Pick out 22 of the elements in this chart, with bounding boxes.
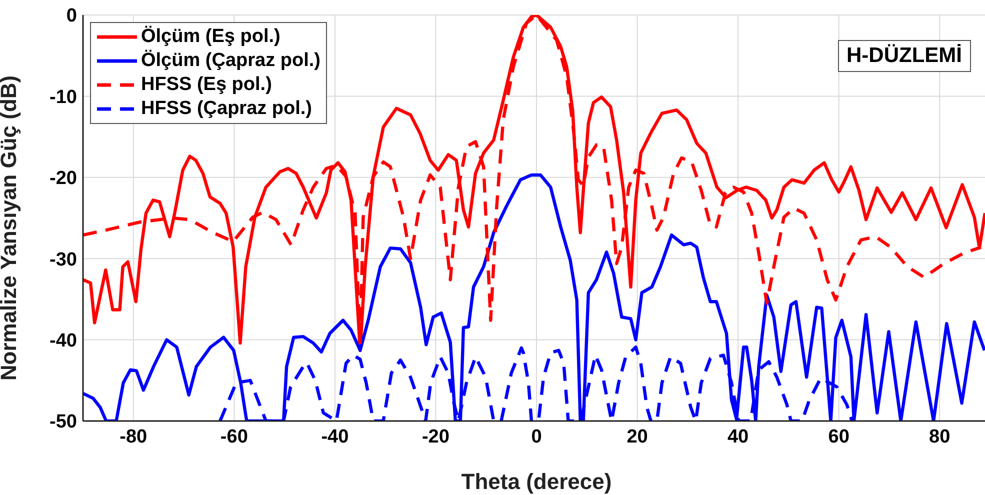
y-axis-title: Normalize Yansıyan Güç (dB) bbox=[0, 75, 21, 381]
y-tick-label: -10 bbox=[50, 86, 77, 108]
legend-label: Ölçüm (Çapraz pol.) bbox=[141, 49, 320, 73]
x-tick-label: 80 bbox=[929, 426, 950, 448]
x-tick-label: -20 bbox=[422, 426, 450, 448]
y-tick-label: -40 bbox=[50, 330, 77, 352]
legend-label: Ölçüm (Eş pol.) bbox=[141, 25, 280, 49]
x-tick-label: -80 bbox=[120, 426, 148, 448]
x-tick-label: 0 bbox=[531, 426, 542, 448]
x-tick-label: -40 bbox=[321, 426, 349, 448]
x-tick-label: 60 bbox=[828, 426, 850, 448]
y-tick-label: -50 bbox=[50, 412, 77, 433]
y-tick-label: -20 bbox=[50, 168, 77, 190]
x-tick-label: 40 bbox=[727, 426, 749, 448]
x-tick-label: -60 bbox=[220, 426, 248, 448]
y-tick-label: 0 bbox=[66, 6, 77, 27]
x-tick-label: 20 bbox=[626, 426, 648, 448]
x-axis-title: Theta (derece) bbox=[461, 469, 612, 494]
legend-label: HFSS (Çapraz pol.) bbox=[141, 97, 312, 121]
annotation: H-DÜZLEMİ bbox=[838, 40, 971, 72]
legend-label: HFSS (Eş pol.) bbox=[141, 73, 272, 97]
y-tick-label: -30 bbox=[50, 249, 77, 270]
